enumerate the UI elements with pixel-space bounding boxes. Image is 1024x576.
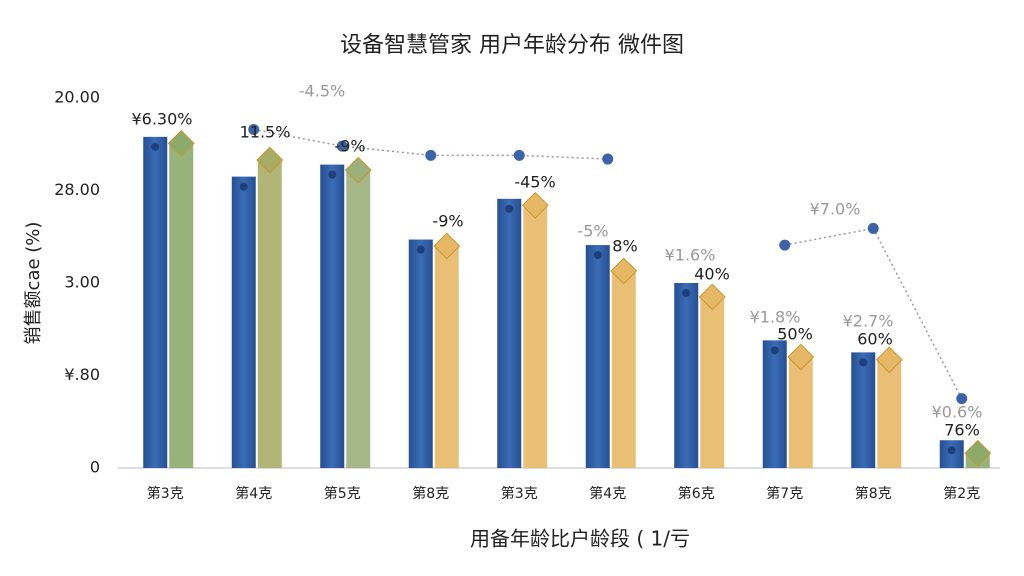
bar-diamond — [256, 146, 284, 174]
line-point — [336, 140, 348, 152]
x-tick-label: 第2克 — [943, 485, 980, 502]
annotation: 76% — [944, 421, 980, 440]
bar — [346, 170, 371, 468]
line-point — [602, 153, 614, 165]
bar — [434, 246, 459, 468]
bar — [497, 198, 522, 468]
x-tick-label: 第6克 — [678, 485, 715, 502]
bar-diamond — [610, 257, 638, 285]
bar-diamond — [964, 439, 992, 467]
bar-cap — [239, 182, 248, 191]
bar-cap — [151, 142, 160, 151]
bar — [231, 176, 256, 468]
bar — [788, 357, 813, 468]
annotation: ¥0.6% — [932, 403, 983, 422]
line-point — [867, 222, 879, 234]
y-tick-label: ¥.80 — [64, 365, 100, 384]
annotation: ¥1.6% — [665, 246, 716, 265]
y-tick-label: 28.00 — [54, 180, 100, 199]
bar-diamond — [698, 283, 726, 311]
chart-title: 设备智慧管家 用户年龄分布 微件图 — [340, 33, 684, 58]
bar-diamond — [521, 191, 549, 219]
bar-diamond — [787, 343, 815, 371]
bar-cap — [947, 446, 956, 455]
y-tick-label: 20.00 — [54, 88, 100, 107]
bar — [408, 239, 433, 468]
line — [253, 128, 608, 160]
line-point — [956, 393, 968, 405]
line-point — [425, 149, 437, 161]
x-tick-label: 第4克 — [589, 485, 626, 502]
bar — [320, 164, 345, 468]
bar-diamond — [344, 156, 372, 184]
bar — [700, 296, 725, 468]
bar — [523, 205, 548, 469]
bar-diamond — [433, 232, 461, 260]
annotation: ¥1.8% — [750, 308, 801, 327]
annotation: ¥7.0% — [810, 200, 861, 219]
annotation: -9% — [432, 212, 463, 231]
bar — [611, 270, 636, 468]
x-tick-label: 第3克 — [147, 485, 184, 502]
bar — [169, 143, 194, 468]
bar — [674, 283, 699, 468]
bar-diamond — [167, 129, 195, 157]
y-tick-label: 0 — [90, 458, 100, 477]
bar-cap — [770, 346, 779, 355]
annotation: 8% — [612, 237, 637, 256]
x-tick-label: 第3克 — [501, 485, 538, 502]
bar — [851, 352, 876, 468]
y-axis-label: 销售额cae (%) — [23, 222, 44, 345]
x-axis-label: 用备年龄比户龄段 ( 1/亏 — [470, 527, 690, 551]
bar — [257, 159, 282, 468]
x-tick-label: 第8克 — [855, 485, 892, 502]
x-tick-label: 第7克 — [766, 485, 803, 502]
annotation: -5% — [577, 222, 608, 241]
annotation: -4.5% — [299, 82, 345, 101]
annotation: ¥2.7% — [843, 312, 894, 331]
annotation: 60% — [857, 330, 893, 349]
bar — [877, 359, 902, 468]
x-tick-label: 第5克 — [324, 485, 361, 502]
annotation: -9% — [334, 137, 365, 156]
annotation: 40% — [694, 265, 730, 284]
bar-cap — [505, 204, 514, 213]
bar-cap — [593, 251, 602, 260]
x-tick-label: 第8克 — [412, 485, 449, 502]
bar — [585, 245, 610, 468]
bar-cap — [328, 170, 337, 179]
annotation: 50% — [777, 325, 813, 344]
bar-cap — [682, 289, 691, 297]
bar — [143, 136, 168, 468]
x-tick-label: 第4克 — [235, 485, 272, 502]
line-point — [248, 123, 260, 135]
annotation: 11.5% — [240, 123, 291, 142]
bar-cap — [416, 245, 425, 254]
bar-cap — [859, 358, 868, 367]
annotation: ¥6.30% — [131, 110, 192, 129]
line-point — [513, 149, 525, 161]
line-point — [779, 239, 791, 251]
annotation: -45% — [514, 173, 555, 192]
y-tick-label: 3.00 — [64, 273, 100, 292]
bar-diamond — [875, 346, 903, 374]
bar — [762, 340, 787, 468]
